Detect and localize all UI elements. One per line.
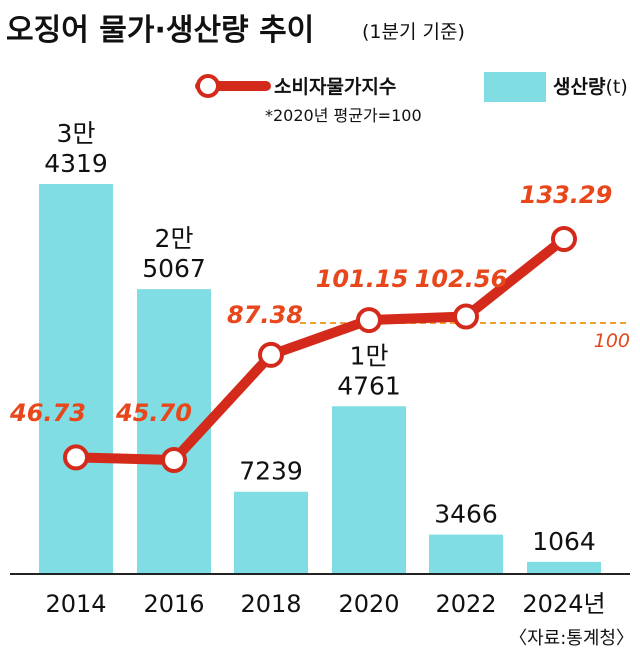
price-index-label: 45.70 bbox=[115, 399, 192, 427]
chart-subtitle: (1분기 기준) bbox=[362, 21, 465, 43]
bar-2014 bbox=[39, 184, 113, 574]
price-index-point-2024년 bbox=[551, 226, 577, 252]
bar-value-label: 7239 bbox=[239, 457, 303, 486]
bar-value-label: 3466 bbox=[434, 500, 498, 529]
legend-bar-unit: (t) bbox=[605, 76, 627, 98]
bar-value-label: 1064 bbox=[532, 527, 596, 556]
price-index-point-2020 bbox=[356, 307, 382, 334]
x-tick-label: 2016 bbox=[143, 590, 204, 618]
legend-line-label: 소비자물가지수 bbox=[274, 76, 396, 98]
bar-value-label: 1만 4761 bbox=[337, 341, 401, 400]
legend-line-marker bbox=[196, 74, 220, 98]
bar-2022 bbox=[429, 534, 503, 574]
bar-2018 bbox=[234, 491, 308, 574]
bar-value-label: 3만 4319 bbox=[44, 119, 108, 178]
x-tick-label: 2014 bbox=[45, 590, 106, 618]
price-index-point-2022 bbox=[453, 303, 479, 330]
price-index-line bbox=[71, 234, 569, 465]
legend-note: *2020년 평균가=100 bbox=[265, 106, 422, 125]
bar-2020 bbox=[332, 406, 406, 574]
price-index-point-2014 bbox=[63, 444, 89, 471]
bar-series bbox=[39, 184, 601, 574]
bar-labels: 3만 4319 2만 5067 7239 1만 4761 3466 1064 bbox=[44, 119, 596, 556]
legend: 소비자물가지수 생산량(t) *2020년 평균가=100 bbox=[195, 72, 628, 125]
bar-value-label: 2만 5067 bbox=[142, 224, 206, 283]
price-index-point-2016 bbox=[161, 447, 187, 473]
source-note: 〈자료:통계청〉 bbox=[509, 628, 634, 649]
legend-bar-swatch bbox=[484, 72, 546, 102]
x-tick-label: 2022 bbox=[435, 590, 496, 618]
chart-title: 오징어 물가·생산량 추이 bbox=[6, 13, 314, 48]
price-index-label: 87.38 bbox=[227, 301, 303, 329]
line-series bbox=[63, 226, 577, 473]
x-tick-labels: 2014 2016 2018 2020 2022 2024년 bbox=[45, 590, 605, 618]
x-tick-label: 2024년 bbox=[522, 590, 605, 618]
legend-bar-label: 생산량 bbox=[553, 76, 606, 98]
line-labels: 46.73 45.70 87.38 101.15 102.56 133.29 bbox=[9, 181, 612, 427]
price-index-label: 102.56 bbox=[415, 265, 508, 293]
svg-text:생산량(t): 생산량(t) bbox=[553, 76, 628, 98]
price-index-label: 133.29 bbox=[520, 181, 613, 209]
price-index-label: 46.73 bbox=[9, 399, 86, 427]
price-index-point-2018 bbox=[258, 341, 284, 368]
price-index-label: 101.15 bbox=[316, 265, 409, 293]
x-tick-label: 2020 bbox=[338, 590, 399, 618]
reference-line-label: 100 bbox=[594, 330, 630, 352]
x-tick-label: 2018 bbox=[240, 590, 301, 618]
bar-2024년 bbox=[527, 561, 601, 574]
